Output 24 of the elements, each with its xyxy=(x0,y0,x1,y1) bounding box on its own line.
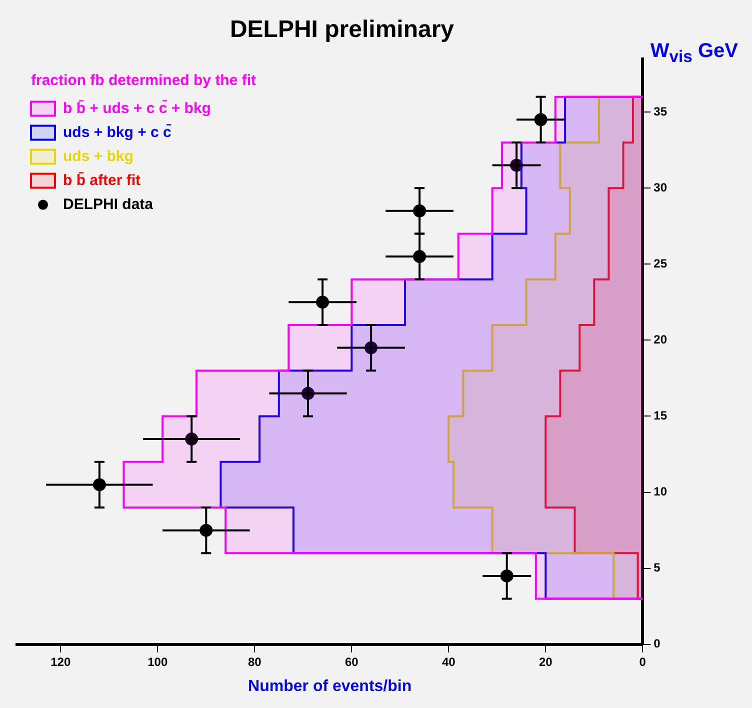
x-tick-label: 20 xyxy=(538,654,553,669)
y-tick-label: 5 xyxy=(654,560,661,575)
y-axis-title: W$_{vis}$ GeV xyxy=(650,40,738,67)
x-tick-label: 0 xyxy=(639,654,646,669)
x-tick-label: 60 xyxy=(344,654,359,669)
x-tick-label: 40 xyxy=(442,654,456,669)
legend-label: uds + bkg xyxy=(63,148,134,165)
x-axis-title: Number of events/bin xyxy=(248,678,412,695)
y-tick-label: 20 xyxy=(654,332,668,347)
legend-label: DELPHI data xyxy=(63,196,154,213)
y-tick-label: 10 xyxy=(654,484,668,499)
x-tick-label: 100 xyxy=(148,654,168,669)
y-tick-label: 0 xyxy=(654,636,661,651)
legend-label: b b̄ + uds + c c̄ + bkg xyxy=(63,100,211,117)
y-tick-label: 25 xyxy=(654,256,668,270)
legend-label: b b̄ after fit xyxy=(63,172,140,189)
x-tick-label: 80 xyxy=(248,654,262,669)
annotation: fraction fb determined by the fit xyxy=(31,72,256,89)
chart-title: DELPHI preliminary xyxy=(230,16,455,44)
y-tick-label: 15 xyxy=(654,408,668,423)
y-tick-label: 30 xyxy=(654,180,668,194)
x-tick-label: 120 xyxy=(50,654,71,669)
y-tick-label: 35 xyxy=(654,104,668,118)
legend-label: uds + bkg + c c̄ xyxy=(63,124,172,141)
